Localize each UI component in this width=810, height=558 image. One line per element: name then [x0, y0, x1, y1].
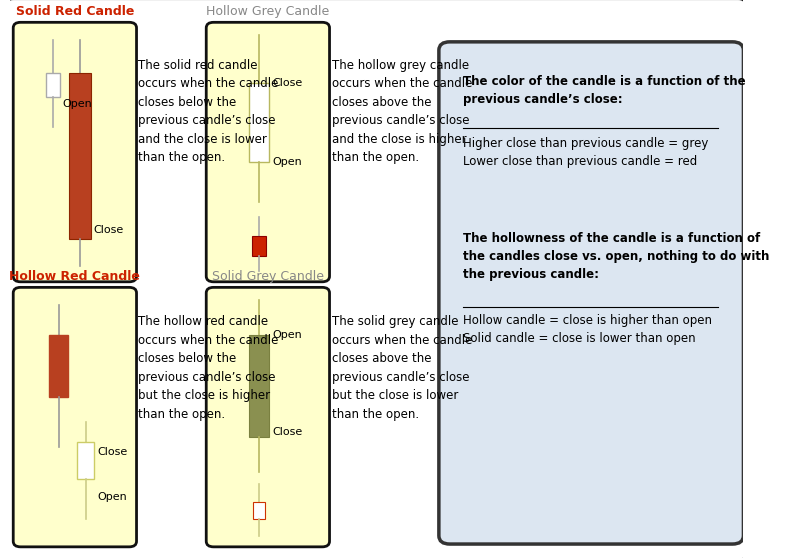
FancyBboxPatch shape: [207, 22, 330, 282]
Text: Hollow Red Candle: Hollow Red Candle: [10, 270, 140, 283]
FancyBboxPatch shape: [207, 287, 330, 547]
Bar: [46, 73, 60, 98]
FancyBboxPatch shape: [13, 287, 137, 547]
Text: The solid grey candle
occurs when the candle
closes above the
previous candle’s : The solid grey candle occurs when the ca…: [332, 315, 473, 421]
Text: Open: Open: [272, 330, 302, 340]
Bar: [49, 335, 68, 397]
FancyBboxPatch shape: [13, 22, 137, 282]
Text: The hollowness of the candle is a function of
the candles close vs. open, nothin: The hollowness of the candle is a functi…: [463, 232, 770, 281]
Text: The color of the candle is a function of the
previous candle’s close:: The color of the candle is a function of…: [463, 75, 746, 107]
FancyBboxPatch shape: [6, 0, 746, 558]
Text: Open: Open: [272, 157, 302, 167]
Bar: [249, 83, 269, 162]
Bar: [252, 237, 266, 256]
Text: Close: Close: [272, 78, 302, 88]
FancyBboxPatch shape: [439, 42, 744, 544]
Text: Solid Grey Candle: Solid Grey Candle: [212, 270, 324, 283]
Bar: [249, 335, 269, 437]
Text: Solid Red Candle: Solid Red Candle: [15, 5, 134, 18]
Text: Close: Close: [272, 427, 302, 437]
Text: Close: Close: [93, 225, 124, 235]
Text: The solid red candle
occurs when the candle
closes below the
previous candle’s c: The solid red candle occurs when the can…: [138, 59, 279, 164]
Bar: [70, 73, 92, 239]
Text: Hollow candle = close is higher than open
Solid candle = close is lower than ope: Hollow candle = close is higher than ope…: [463, 314, 712, 345]
Text: Open: Open: [98, 492, 127, 502]
Text: Higher close than previous candle = grey
Lower close than previous candle = red: Higher close than previous candle = grey…: [463, 137, 709, 168]
Text: Hollow Grey Candle: Hollow Grey Candle: [207, 5, 330, 18]
Text: The hollow red candle
occurs when the candle
closes below the
previous candle’s : The hollow red candle occurs when the ca…: [138, 315, 279, 421]
Bar: [77, 442, 95, 479]
Text: The hollow grey candle
occurs when the candle
closes above the
previous candle’s: The hollow grey candle occurs when the c…: [332, 59, 473, 164]
Text: Close: Close: [98, 447, 128, 457]
Bar: [254, 502, 265, 519]
Text: Open: Open: [62, 99, 92, 109]
